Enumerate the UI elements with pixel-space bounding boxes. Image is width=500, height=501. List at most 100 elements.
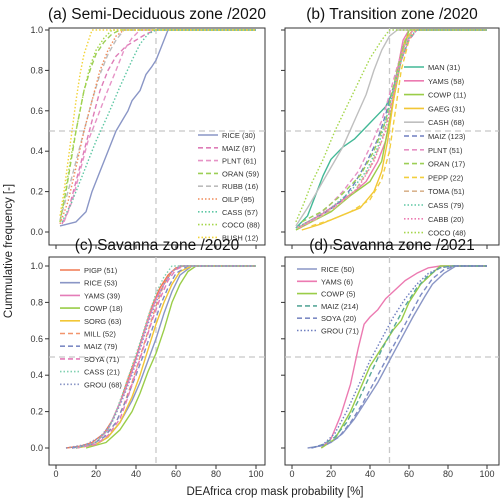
legend-label: OILP (95) bbox=[222, 195, 255, 204]
plot-area: MAN (31) YAMS (58) COWP (11) GAEG (31) CASH … bbox=[281, 28, 499, 249]
plot-frame bbox=[284, 256, 500, 466]
legend-label: PIGP (51) bbox=[84, 266, 118, 275]
legend-label: CASH (68) bbox=[428, 118, 465, 127]
series-line-5 bbox=[311, 265, 487, 449]
plot-frame bbox=[48, 27, 266, 246]
legend-label: RUBB (16) bbox=[222, 182, 259, 191]
legend-label: RICE (50) bbox=[321, 265, 355, 274]
panel-title: (c) Savanna zone /2020 bbox=[75, 237, 240, 254]
plot-area: RICE (50) YAMS (6) COWP (5) MAIZ (214) SOYA … bbox=[281, 257, 499, 469]
panel-title: (d) Savanna zone /2021 bbox=[309, 237, 474, 254]
y-tick-label: 0.6 bbox=[30, 334, 43, 344]
plot-area: 0.0 0.2 0.4 0.6 0.8 1.0 PIGP (51) RICE (53) YAMS… bbox=[30, 257, 265, 469]
series-line-3 bbox=[85, 265, 256, 449]
series-line-8 bbox=[75, 265, 256, 449]
y-tick-label: 0.4 bbox=[30, 370, 43, 380]
legend-label: CASS (57) bbox=[222, 208, 258, 217]
legend-label: PEPP (22) bbox=[428, 173, 464, 182]
x-tick-label: 60 bbox=[171, 469, 181, 479]
series-line-9 bbox=[65, 265, 256, 449]
x-tick-label: 40 bbox=[365, 469, 375, 479]
legend-label: MAIZ (79) bbox=[84, 342, 118, 351]
x-tick-label: 100 bbox=[479, 469, 494, 479]
series-line-7 bbox=[75, 265, 256, 449]
series-line-11 bbox=[299, 29, 487, 229]
x-tick-label: 0 bbox=[289, 469, 294, 479]
legend-label: GAEG (31) bbox=[428, 104, 466, 113]
x-tick-label: 0 bbox=[53, 469, 58, 479]
x-axis-label: DEAfrica crop mask probability [%] bbox=[186, 486, 363, 498]
legend: RICE (50) YAMS (6) COWP (5) MAIZ (214) SOYA … bbox=[297, 265, 359, 336]
series-line-3 bbox=[311, 265, 487, 449]
legend-label: COWP (11) bbox=[428, 91, 467, 100]
legend-label: RICE (30) bbox=[222, 131, 256, 140]
legend-label: GROU (68) bbox=[84, 380, 122, 389]
series-line-7 bbox=[301, 29, 487, 223]
series-line-6 bbox=[61, 29, 256, 223]
legend-label: YAMS (6) bbox=[321, 277, 353, 286]
y-tick-label: 0.8 bbox=[30, 297, 43, 307]
series-line-6 bbox=[71, 265, 256, 449]
y-tick-label: 0.8 bbox=[30, 65, 43, 75]
legend-label: COCO (48) bbox=[428, 229, 466, 238]
x-tick-label: 40 bbox=[131, 469, 141, 479]
series-line-2 bbox=[63, 29, 256, 223]
y-tick-label: 0.2 bbox=[30, 187, 43, 197]
y-axis-label: Cummulative frequency [-] bbox=[3, 184, 15, 318]
series-line-8 bbox=[59, 29, 256, 216]
panel-title: (b) Transition zone /2020 bbox=[306, 6, 478, 23]
legend-label: MAN (31) bbox=[428, 63, 461, 72]
y-tick-label: 1.0 bbox=[30, 25, 43, 35]
legend-label: RICE (53) bbox=[84, 279, 118, 288]
legend-label: BUSH (12) bbox=[222, 233, 259, 242]
x-tick-label: 80 bbox=[443, 469, 453, 479]
series-line-1 bbox=[61, 29, 256, 225]
panel-a: (a) Semi-Deciduous zone /2020 0.00.20.40… bbox=[30, 6, 266, 249]
legend-label: MAIZ (123) bbox=[428, 132, 466, 141]
legend-label: YAMS (58) bbox=[428, 77, 465, 86]
x-tick-label: 80 bbox=[211, 469, 221, 479]
legend-label: PLNT (51) bbox=[428, 146, 463, 155]
x-tick-label: 100 bbox=[248, 469, 263, 479]
legend-label: SORG (63) bbox=[84, 317, 122, 326]
panel-b: (b) Transition zone /2020 MAN (31) YAMS (… bbox=[281, 6, 500, 249]
series-line-4 bbox=[295, 29, 487, 227]
legend: MAN (31) YAMS (58) COWP (11) GAEG (31) CASH … bbox=[404, 63, 467, 238]
legend-label: COCO (88) bbox=[222, 221, 260, 230]
legend-label: PLNT (61) bbox=[222, 157, 257, 166]
legend-label: GROU (71) bbox=[321, 327, 359, 336]
y-tick-label: 0.4 bbox=[30, 146, 43, 156]
legend-label: COWP (5) bbox=[321, 290, 356, 299]
y-tick-label: 1.0 bbox=[30, 261, 43, 271]
legend: RICE (30) MAIZ (87) PLNT (61) ORAN (59) RUBB… bbox=[198, 131, 260, 242]
x-tick-label: 60 bbox=[404, 469, 414, 479]
legend-label: CABB (20) bbox=[428, 215, 464, 224]
series-line-1 bbox=[320, 265, 487, 449]
legend-label: SOYA (71) bbox=[84, 355, 120, 364]
plot-frame bbox=[48, 256, 266, 466]
y-tick-label: 0.2 bbox=[30, 407, 43, 417]
y-tick-label: 0.0 bbox=[30, 227, 43, 237]
legend: PIGP (51) RICE (53) YAMS (39) COWP (18) SORG… bbox=[60, 266, 123, 389]
legend-label: CASS (79) bbox=[428, 201, 464, 210]
legend-label: SOYA (20) bbox=[321, 314, 357, 323]
legend-label: MILL (52) bbox=[84, 330, 116, 339]
legend-label: CASS (21) bbox=[84, 368, 120, 377]
legend-label: TOMA (51) bbox=[428, 187, 465, 196]
legend-label: MAIZ (87) bbox=[222, 144, 256, 153]
x-tick-label: 20 bbox=[91, 469, 101, 479]
legend-label: COWP (18) bbox=[84, 304, 123, 313]
legend-label: YAMS (39) bbox=[84, 291, 121, 300]
series-line-7 bbox=[59, 29, 256, 223]
legend-label: ORAN (59) bbox=[222, 169, 260, 178]
panel-d: (d) Savanna zone /2021 RICE (50) YAMS (6)… bbox=[281, 237, 500, 479]
panel-c: (c) Savanna zone /2020 0.0 0.2 0.4 0.6 0.8 1.… bbox=[30, 237, 266, 479]
series-line-4 bbox=[311, 265, 487, 449]
y-tick-label: 0.0 bbox=[30, 443, 43, 453]
series-line-0 bbox=[59, 29, 256, 227]
legend-label: ORAN (17) bbox=[428, 160, 466, 169]
plot-area: 0.0 0.2 0.4 0.6 0.8 1.0 RICE (30) MAIZ (87) PLNT… bbox=[30, 25, 265, 249]
y-tick-label: 0.6 bbox=[30, 106, 43, 116]
panel-title: (a) Semi-Deciduous zone /2020 bbox=[48, 6, 266, 23]
